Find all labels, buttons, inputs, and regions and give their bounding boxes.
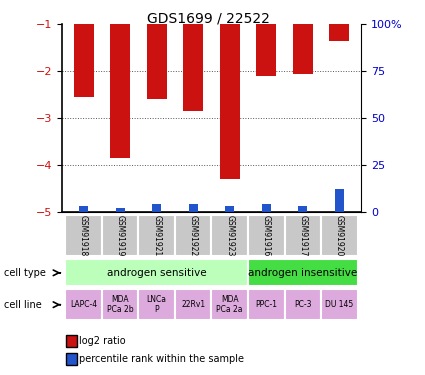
Bar [293,24,313,74]
Bar [183,24,203,111]
FancyBboxPatch shape [211,290,248,320]
Text: androgen insensitive: androgen insensitive [248,268,357,278]
Bar [335,189,344,212]
FancyBboxPatch shape [248,260,357,286]
Text: GSM91921: GSM91921 [152,214,161,256]
Bar [116,208,125,212]
Bar [225,206,234,212]
Bar [152,204,161,212]
Bar [74,24,94,97]
Text: percentile rank within the sample: percentile rank within the sample [79,354,244,363]
FancyBboxPatch shape [139,214,175,256]
FancyBboxPatch shape [211,214,248,256]
FancyBboxPatch shape [284,214,321,256]
FancyBboxPatch shape [65,214,102,256]
FancyBboxPatch shape [248,290,284,320]
Text: cell line: cell line [4,300,42,310]
FancyBboxPatch shape [102,290,139,320]
Bar [79,206,88,212]
Bar [329,24,349,41]
FancyBboxPatch shape [248,214,284,256]
Text: MDA
PCa 2b: MDA PCa 2b [107,295,133,314]
Text: androgen sensitive: androgen sensitive [107,268,207,278]
Bar [220,24,240,179]
Bar [256,24,276,76]
Text: GSM91917: GSM91917 [298,214,307,256]
FancyBboxPatch shape [65,290,102,320]
Text: GSM91922: GSM91922 [189,214,198,256]
Text: LNCa
P: LNCa P [147,295,167,314]
Text: LAPC-4: LAPC-4 [70,300,97,309]
Bar [189,204,198,212]
Bar [298,206,307,212]
Text: 22Rv1: 22Rv1 [181,300,205,309]
Bar [110,24,130,158]
FancyBboxPatch shape [321,214,357,256]
Text: GSM91916: GSM91916 [262,214,271,256]
FancyBboxPatch shape [175,290,211,320]
FancyBboxPatch shape [175,214,211,256]
Text: GDS1699 / 22522: GDS1699 / 22522 [147,11,270,25]
FancyBboxPatch shape [65,260,248,286]
Text: PPC-1: PPC-1 [255,300,277,309]
FancyBboxPatch shape [321,290,357,320]
Bar [262,204,271,212]
Text: GSM91923: GSM91923 [225,214,234,256]
FancyBboxPatch shape [284,290,321,320]
Text: GSM91918: GSM91918 [79,214,88,256]
Text: cell type: cell type [4,268,46,278]
Text: PC-3: PC-3 [294,300,312,309]
Bar [147,24,167,99]
Text: MDA
PCa 2a: MDA PCa 2a [216,295,243,314]
Text: GSM91920: GSM91920 [335,214,344,256]
Text: DU 145: DU 145 [325,300,354,309]
FancyBboxPatch shape [139,290,175,320]
Text: GSM91919: GSM91919 [116,214,125,256]
Text: log2 ratio: log2 ratio [79,336,126,346]
FancyBboxPatch shape [102,214,139,256]
